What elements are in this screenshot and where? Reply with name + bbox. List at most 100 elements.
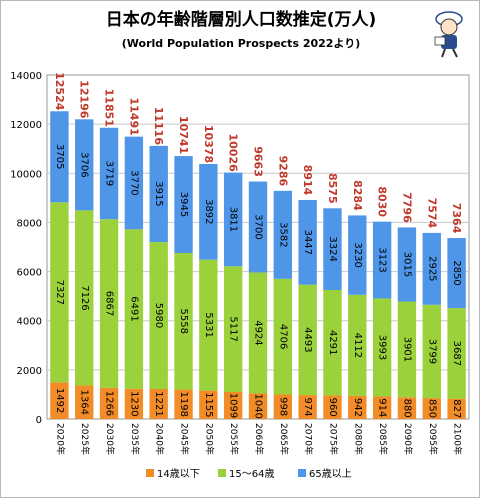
bar-segment <box>397 227 417 302</box>
bar-segment <box>223 266 243 392</box>
x-tick-label: 2030年 <box>104 423 116 455</box>
total-value-label: 7364 <box>450 203 463 234</box>
segment-value-label: 3719 <box>104 161 115 186</box>
segment-value-label: 827 <box>451 399 462 418</box>
x-tick-label: 2075年 <box>327 423 339 455</box>
bar-segment <box>50 111 69 203</box>
segment-value-label: 1040 <box>253 393 264 418</box>
segment-value-label: 1364 <box>79 390 90 415</box>
bar-segment <box>298 199 317 285</box>
segment-value-label: 4706 <box>277 324 288 349</box>
bar-segment <box>323 208 342 290</box>
bar-segment <box>397 397 417 419</box>
bar-segment <box>447 308 466 399</box>
bar-segment <box>50 382 69 419</box>
total-value-label: 8030 <box>376 186 389 217</box>
segment-value-label: 2850 <box>451 260 462 285</box>
bar-segment <box>372 298 392 397</box>
segment-value-label: 3706 <box>79 152 90 177</box>
segment-value-label: 1266 <box>104 391 115 416</box>
x-tick-label: 2050年 <box>203 423 215 455</box>
bar-segment <box>75 210 94 386</box>
x-tick-label: 2095年 <box>427 423 439 455</box>
segment-value-label: 1230 <box>128 391 139 416</box>
x-tick-label: 2035年 <box>129 423 141 455</box>
bar-segment <box>124 136 144 230</box>
segment-value-label: 3945 <box>178 192 189 217</box>
label-layer: 1492 7327 3705 12524 1364 7126 3706 12196 1266 68… <box>53 72 463 419</box>
bar-segment <box>50 202 69 383</box>
bar-segment <box>75 385 94 419</box>
bar-segment <box>174 156 193 253</box>
bar-segment <box>223 391 243 419</box>
x-tick-label: 2020年 <box>54 423 66 455</box>
y-tick-label: 2000 <box>17 366 42 377</box>
y-tick-label: 6000 <box>17 268 42 279</box>
x-tick-label: 2055年 <box>228 423 240 455</box>
segment-value-label: 3705 <box>54 144 65 169</box>
x-tick-label: 2025年 <box>79 423 91 455</box>
bar-segment <box>174 389 193 419</box>
x-tick-label: 2045年 <box>179 423 191 455</box>
segment-value-label: 6491 <box>128 296 139 321</box>
bar-segment <box>124 388 144 419</box>
bar-segment <box>273 278 293 395</box>
segment-value-label: 4291 <box>327 330 338 355</box>
total-value-label: 7574 <box>425 198 438 229</box>
segment-value-label: 914 <box>377 398 388 417</box>
bar-segment <box>273 190 293 279</box>
bar-segment <box>298 284 317 396</box>
x-tick-label: 2070年 <box>303 423 315 455</box>
y-tick-label: 10000 <box>10 169 42 180</box>
total-value-label: 8575 <box>326 173 339 204</box>
segment-value-label: 3901 <box>401 337 412 362</box>
segment-value-label: 1492 <box>54 388 65 413</box>
total-value-label: 12524 <box>53 72 66 111</box>
axis-layer: 0 2000 4000 6000 8000 10000 12000 14000 2020年 202… <box>10 71 463 455</box>
total-value-label: 11491 <box>127 98 140 136</box>
segment-value-label: 5117 <box>228 316 239 341</box>
bar-segment <box>372 396 392 419</box>
bar-segment <box>298 395 317 419</box>
segment-value-label: 7327 <box>54 280 65 305</box>
total-value-label: 8284 <box>351 180 364 211</box>
bar-segment <box>273 394 293 419</box>
bar-segment <box>149 388 168 419</box>
segment-value-label: 7126 <box>79 285 90 310</box>
total-value-label: 9286 <box>276 156 289 187</box>
segment-value-label: 1099 <box>228 393 239 418</box>
total-value-label: 8914 <box>301 165 314 196</box>
segment-value-label: 3799 <box>426 339 437 364</box>
total-value-label: 10741 <box>177 116 190 154</box>
segment-value-label: 3700 <box>253 214 264 239</box>
bar-segment <box>149 242 168 389</box>
bar-segment <box>348 294 367 396</box>
segment-value-label: 1221 <box>153 391 164 416</box>
bar-segment <box>348 395 367 419</box>
segment-value-label: 960 <box>327 398 338 417</box>
bar-segment <box>99 127 119 220</box>
total-value-label: 9663 <box>252 146 265 177</box>
legend-label: 65歳以上 <box>309 468 352 480</box>
chart-title: 日本の年齢階層別人口数推定(万人) <box>106 9 377 30</box>
segment-value-label: 6867 <box>104 291 115 316</box>
segment-value-label: 5331 <box>203 312 214 337</box>
legend-layer: 14歳以下 15～64歳 65歳以上 <box>146 468 352 480</box>
x-tick-label: 2090年 <box>402 423 414 455</box>
y-tick-label: 14000 <box>10 71 42 82</box>
segment-value-label: 998 <box>277 397 288 416</box>
bar-segment <box>199 259 218 391</box>
legend-swatch <box>298 469 306 477</box>
segment-value-label: 850 <box>426 399 437 418</box>
segment-value-label: 3123 <box>377 247 388 272</box>
segment-value-label: 3687 <box>451 341 462 366</box>
segment-value-label: 4493 <box>302 327 313 352</box>
bar-segment <box>348 215 367 295</box>
bar-segment <box>75 119 94 211</box>
segment-value-label: 2925 <box>426 256 437 281</box>
bar-segment <box>99 219 119 388</box>
chart-subtitle: (World Population Prospects 2022より) <box>122 37 361 50</box>
total-value-label: 12196 <box>78 80 91 119</box>
segment-value-label: 1155 <box>203 392 214 417</box>
